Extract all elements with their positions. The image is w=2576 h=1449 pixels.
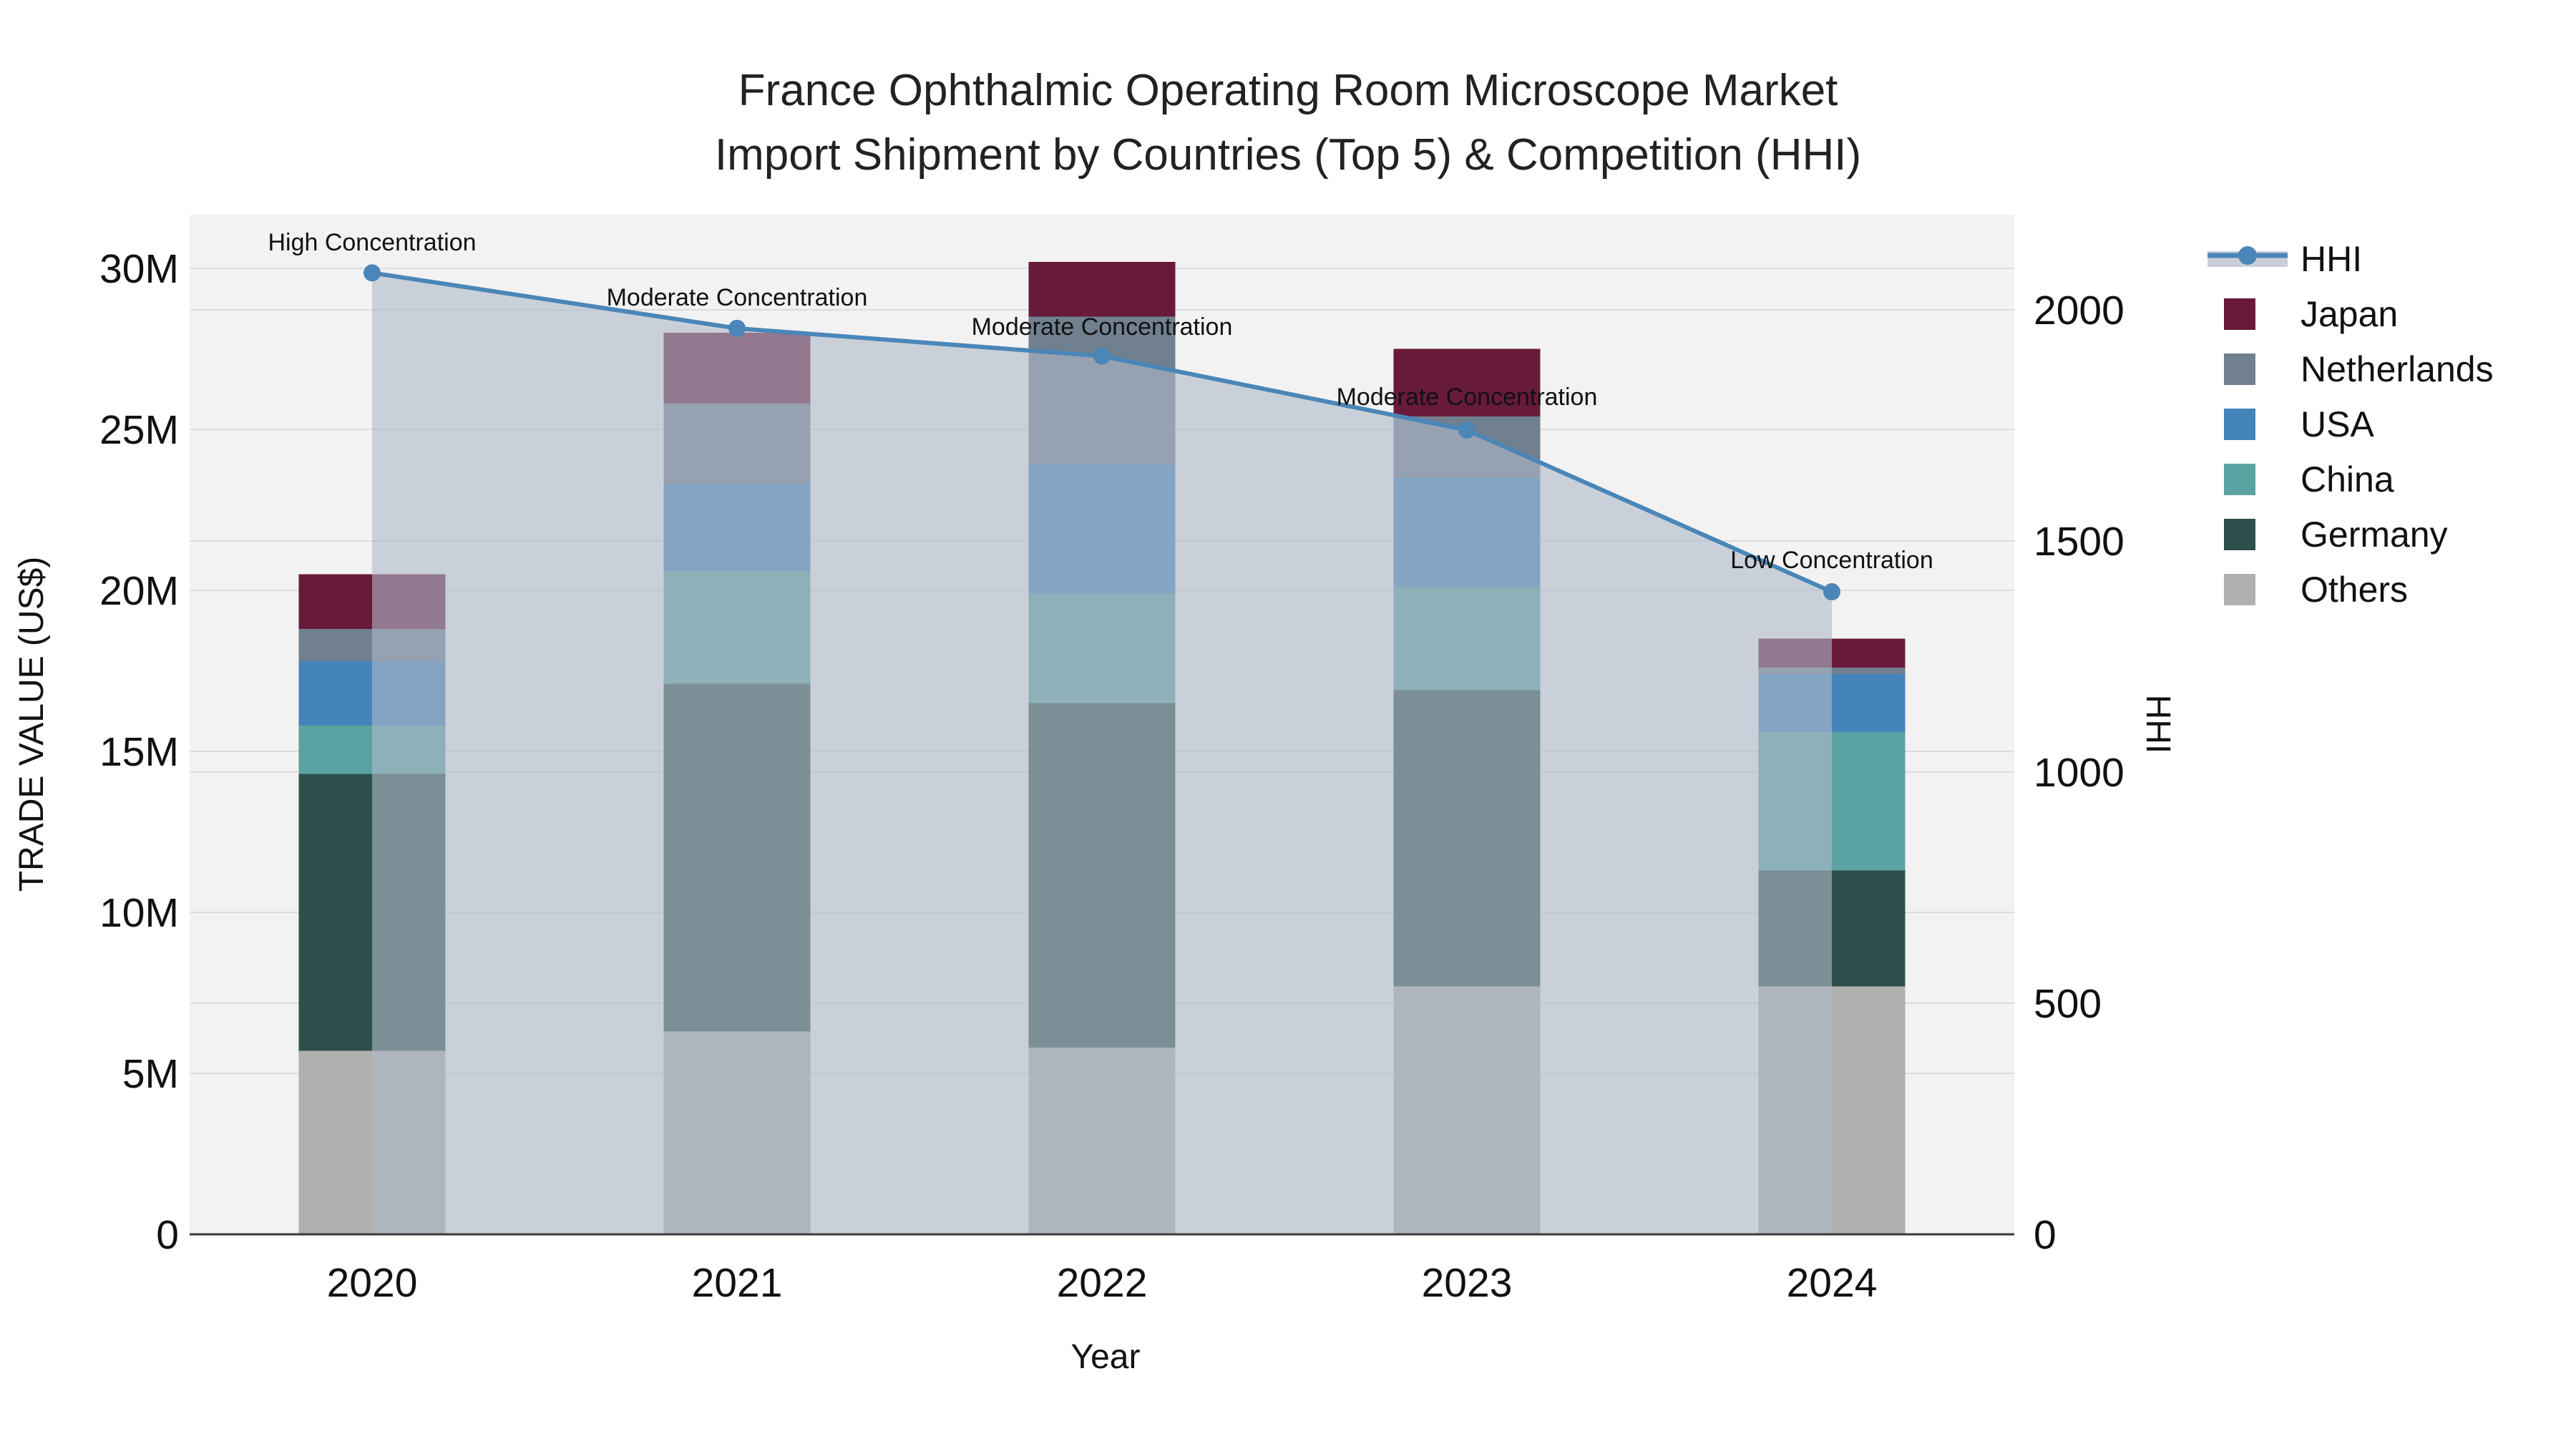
xtick-2023: 2023 xyxy=(1422,1260,1513,1306)
y-axis-title-left: TRADE VALUE (US$) xyxy=(13,557,51,892)
hhi-area-fill xyxy=(372,273,1832,1234)
ytick-right-0: 0 xyxy=(2034,1212,2057,1258)
legend-item-others[interactable]: Others xyxy=(2224,570,2408,610)
hhi-marker-2021[interactable] xyxy=(728,319,746,337)
x-axis-title: Year xyxy=(1071,1338,1141,1376)
xtick-2022: 2022 xyxy=(1057,1260,1148,1306)
ytick-left-0: 0 xyxy=(156,1212,179,1258)
bar-segment-japan-2022[interactable] xyxy=(1028,262,1176,317)
ytick-right-500: 500 xyxy=(2034,981,2102,1027)
xtick-2024: 2024 xyxy=(1787,1260,1878,1306)
usa-swatch-icon xyxy=(2224,409,2255,440)
hhi-marker-2022[interactable] xyxy=(1093,347,1111,365)
ytick-left-20m: 20M xyxy=(99,568,179,614)
legend-item-usa[interactable]: USA xyxy=(2224,404,2374,444)
annotation-2024: Low Concentration xyxy=(1730,547,1933,574)
legend-label-netherlands: Netherlands xyxy=(2301,349,2494,389)
y-axis-title-right: HHI xyxy=(2139,695,2177,754)
ytick-left-5m: 5M xyxy=(122,1051,179,1097)
legend-label-china: China xyxy=(2301,459,2394,499)
legend-label-hhi: HHI xyxy=(2301,239,2362,279)
legend-label-usa: USA xyxy=(2301,404,2374,444)
hhi-marker-2023[interactable] xyxy=(1458,421,1475,439)
legend-item-netherlands[interactable]: Netherlands xyxy=(2224,349,2494,389)
germany-swatch-icon xyxy=(2224,519,2255,550)
xtick-2020: 2020 xyxy=(327,1260,418,1306)
china-swatch-icon xyxy=(2224,464,2255,495)
hhi-series xyxy=(364,264,1840,1234)
hhi-marker-2020[interactable] xyxy=(364,264,381,282)
ytick-right-2000: 2000 xyxy=(2034,288,2124,333)
ytick-right-1000: 1000 xyxy=(2034,750,2124,796)
ytick-left-25m: 25M xyxy=(99,407,179,453)
xtick-2021: 2021 xyxy=(692,1260,783,1306)
chart-title-line1: France Ophthalmic Operating Room Microsc… xyxy=(738,66,1838,115)
legend-label-japan: Japan xyxy=(2301,294,2398,334)
ytick-left-10m: 10M xyxy=(99,890,179,936)
annotation-2023: Moderate Concentration xyxy=(1337,384,1598,411)
legend-label-others: Others xyxy=(2301,570,2408,610)
hhi-marker-2024[interactable] xyxy=(1823,583,1840,601)
annotation-2022: Moderate Concentration xyxy=(972,313,1233,341)
annotation-2021: Moderate Concentration xyxy=(607,284,868,311)
legend-label-germany: Germany xyxy=(2301,514,2448,555)
legend-item-japan[interactable]: Japan xyxy=(2224,294,2398,334)
chart-title-line2: Import Shipment by Countries (Top 5) & C… xyxy=(715,130,1861,180)
hhi-legend-marker-icon xyxy=(2238,246,2257,265)
ytick-left-30m: 30M xyxy=(99,246,179,292)
annotation-2020: High Concentration xyxy=(268,229,476,256)
netherlands-swatch-icon xyxy=(2224,353,2255,385)
others-swatch-icon xyxy=(2224,574,2255,605)
legend-item-germany[interactable]: Germany xyxy=(2224,514,2448,555)
legend-item-china[interactable]: China xyxy=(2224,459,2394,499)
japan-swatch-icon xyxy=(2224,298,2255,330)
ytick-right-1500: 1500 xyxy=(2034,519,2124,565)
legend: HHI Japan Netherlands USA China Germany … xyxy=(2207,239,2494,610)
bar-segment-japan-2023[interactable] xyxy=(1393,348,1541,417)
ytick-left-15m: 15M xyxy=(99,729,179,775)
legend-item-hhi[interactable]: HHI xyxy=(2207,239,2362,279)
